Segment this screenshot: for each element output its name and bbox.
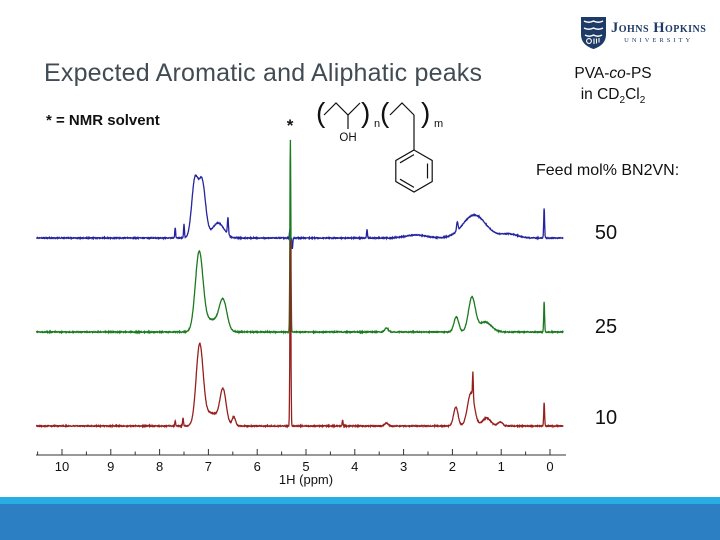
open-paren-n: ( [316,97,326,128]
x-axis: 10 9 8 7 6 5 4 3 2 1 01H (ppm) [36,449,566,487]
nmr-solvent-note: * = NMR solvent [46,112,160,129]
tick-label: 8 [156,459,163,474]
jhu-shield-icon [581,17,606,50]
tick-label: 10 [55,459,69,474]
open-paren-m: ( [380,97,390,128]
solvent-asterisk: * [287,116,294,135]
phenyl-double-bonds [399,154,429,188]
feed-value-25: 25 [594,316,618,338]
close-paren-n: ) [361,97,370,128]
pva-backbone [323,102,361,116]
x-axis-label: 1H (ppm) [279,472,333,487]
sample-solvent: in CD2Cl2 [580,86,646,107]
m-subscript: m [434,118,443,130]
logo-wordmark: Johns Hopkins [611,20,707,36]
footer-accent-strip [0,497,720,504]
polymer-structure: ( ) n ( ) m OH [316,97,443,193]
footer-bar: 20 [0,504,720,540]
nmr-trace-10 [35,239,564,429]
feed-label: Feed mol% BN2VN: [536,162,680,179]
tick-label: 2 [449,459,456,474]
sample-name: PVA-co-PS [574,65,652,82]
feed-value-10: 10 [594,407,618,429]
tick-label: 0 [546,459,553,474]
phenyl-ring [395,149,433,193]
slide-title: Expected Aromatic and Aliphatic peaks [44,58,483,87]
n-subscript: n [374,118,380,130]
nmr-trace-25 [35,139,564,335]
jhu-logo: Johns Hopkins UNIVERSITY [580,16,706,50]
tick-label: 5 [302,459,309,474]
tick-label: 3 [400,459,407,474]
tick-label: 6 [254,459,261,474]
spectra-traces [35,139,564,429]
close-paren-m: ) [421,97,430,128]
tick-label: 1 [498,459,505,474]
tick-label: 7 [205,459,212,474]
nmr-trace-50 [36,174,564,250]
oh-label: OH [339,132,356,144]
tick-label: 4 [351,459,358,474]
tick-label: 9 [107,459,114,474]
sample-label: PVA-co-PS in CD2Cl2 [552,63,674,111]
logo-subtext: UNIVERSITY [624,36,694,44]
feed-value-50: 50 [594,222,618,244]
ps-backbone [389,102,415,116]
